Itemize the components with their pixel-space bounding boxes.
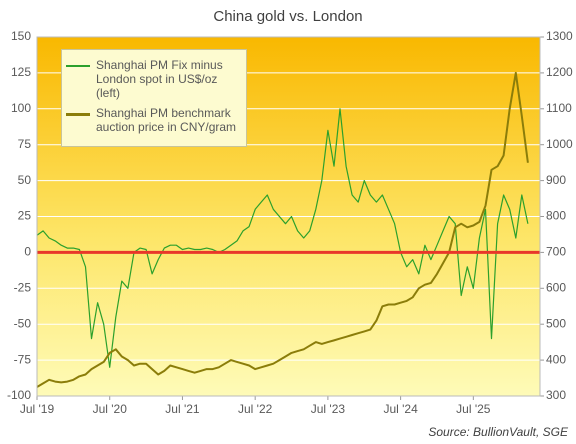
source: Source: BullionVault, SGE <box>428 425 569 439</box>
chart-title: China gold vs. London <box>213 8 362 25</box>
x-tick-label: Jul '24 <box>383 402 418 416</box>
y-tick-label: 0 <box>24 245 31 259</box>
legend-item: Shanghai PM Fix minus London spot in US$… <box>66 58 240 100</box>
y2-tick-label: 800 <box>546 209 566 223</box>
y-tick-label: 150 <box>11 29 31 43</box>
y2-tick-label: 400 <box>546 352 566 366</box>
plot-border <box>36 36 541 397</box>
y-tick-label: -100 <box>7 388 31 402</box>
y-tick-label: 125 <box>11 65 31 79</box>
y2-tick-label: 900 <box>546 173 566 187</box>
legend-swatch <box>66 113 90 116</box>
x-tick-label: Jul '21 <box>165 402 200 416</box>
series-line <box>36 108 529 368</box>
y-tick-label: 50 <box>18 173 32 187</box>
x-tick-label: Jul '19 <box>20 402 55 416</box>
y2-tick-label: 1000 <box>546 137 573 151</box>
y-tick-label: -75 <box>14 352 32 366</box>
x-tick-label: Jul '25 <box>456 402 491 416</box>
x-tick-label: Jul '22 <box>238 402 273 416</box>
legend-swatch <box>66 65 90 67</box>
legend-item: Shanghai PM benchmark auction price in C… <box>66 106 240 134</box>
x-tick-label: Jul '23 <box>311 402 346 416</box>
y-tick-label: 25 <box>18 209 32 223</box>
legend: Shanghai PM Fix minus London spot in US$… <box>61 49 247 147</box>
y-tick-label: 100 <box>11 101 31 115</box>
y2-tick-label: 700 <box>546 245 566 259</box>
y2-tick-label: 1200 <box>546 65 573 79</box>
legend-label: Shanghai PM Fix minus London spot in US$… <box>96 58 223 100</box>
x-tick-label: Jul '20 <box>93 402 128 416</box>
y2-tick-label: 1300 <box>546 29 573 43</box>
y-tick-label: 75 <box>18 137 32 151</box>
legend-label: Shanghai PM benchmark auction price in C… <box>96 106 237 134</box>
y2-tick-label: 500 <box>546 316 566 330</box>
y2-tick-label: 1100 <box>546 101 572 115</box>
y-tick-label: -50 <box>14 316 32 330</box>
y-tick-label: -25 <box>14 280 32 294</box>
y2-tick-label: 600 <box>546 280 566 294</box>
y2-tick-label: 300 <box>546 388 566 402</box>
series-line <box>36 71 529 388</box>
